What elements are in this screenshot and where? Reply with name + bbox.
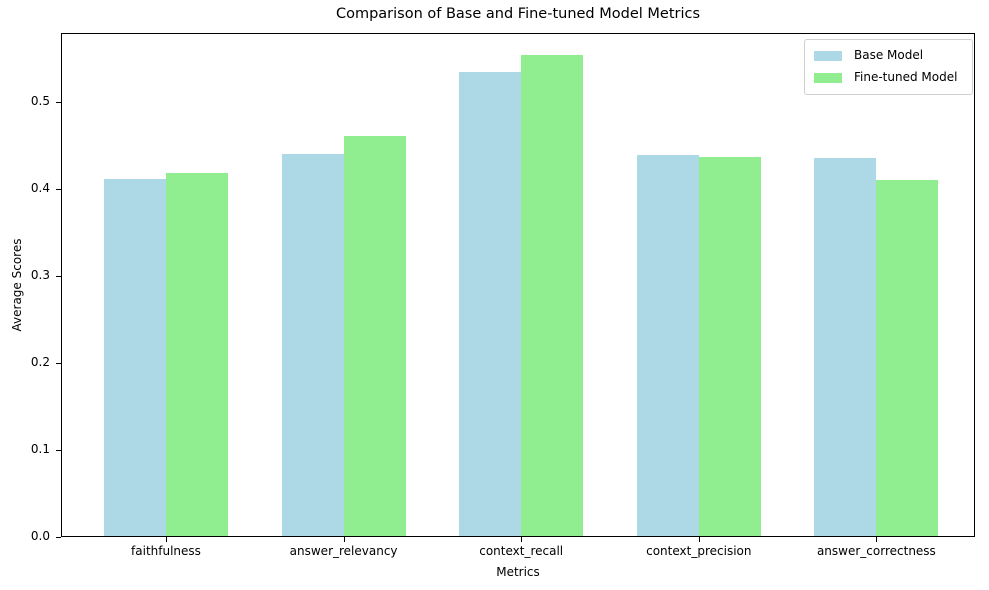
x-tick-label: context_precision	[646, 544, 752, 558]
chart-title: Comparison of Base and Fine-tuned Model …	[335, 6, 701, 22]
x-tick-label: faithfulness	[131, 544, 201, 558]
y-tick-mark	[56, 363, 61, 364]
x-tick-mark	[343, 537, 345, 542]
y-tick-mark	[56, 450, 61, 451]
legend-swatch-base	[814, 51, 842, 61]
y-tick-mark	[56, 102, 61, 103]
bar-faithfulness-finetuned	[166, 173, 228, 536]
x-tick-mark	[698, 537, 700, 542]
x-tick-label: answer_relevancy	[289, 544, 398, 558]
bar-context_precision-finetuned	[698, 156, 761, 536]
legend-label-finetuned: Fine-tuned Model	[854, 70, 958, 84]
y-tick-label: 0.2	[30, 355, 50, 369]
legend-swatch-finetuned	[814, 73, 842, 83]
y-tick-label: 0.1	[30, 442, 50, 456]
x-tick-label: context_recall	[479, 544, 564, 558]
bar-faithfulness-base	[104, 179, 166, 536]
bar-context_recall-finetuned	[521, 54, 584, 536]
bar-answer_correctness-base	[814, 158, 877, 536]
bar-context_recall-base	[459, 72, 522, 536]
plot-area	[61, 33, 975, 537]
bar-answer_relevancy-base	[281, 154, 344, 536]
x-tick-mark	[166, 537, 167, 542]
y-tick-label: 0.5	[30, 94, 50, 108]
y-tick-label: 0.0	[30, 529, 50, 543]
x-tick-label: answer_correctness	[816, 544, 936, 558]
x-tick-mark	[876, 537, 878, 542]
legend: Base Model Fine-tuned Model	[804, 39, 973, 95]
bar-answer_relevancy-finetuned	[343, 135, 406, 536]
bar-context_precision-base	[636, 154, 699, 536]
y-tick-label: 0.4	[30, 181, 50, 195]
legend-label-base: Base Model	[854, 48, 924, 62]
x-tick-mark	[521, 537, 523, 542]
y-tick-mark	[56, 189, 61, 190]
x-axis-label: Metrics	[496, 565, 540, 579]
y-tick-mark	[56, 537, 61, 538]
y-tick-mark	[56, 276, 61, 277]
y-tick-label: 0.3	[30, 268, 50, 282]
bar-answer_correctness-finetuned	[876, 180, 939, 536]
y-axis-label: Average Scores	[10, 238, 24, 332]
